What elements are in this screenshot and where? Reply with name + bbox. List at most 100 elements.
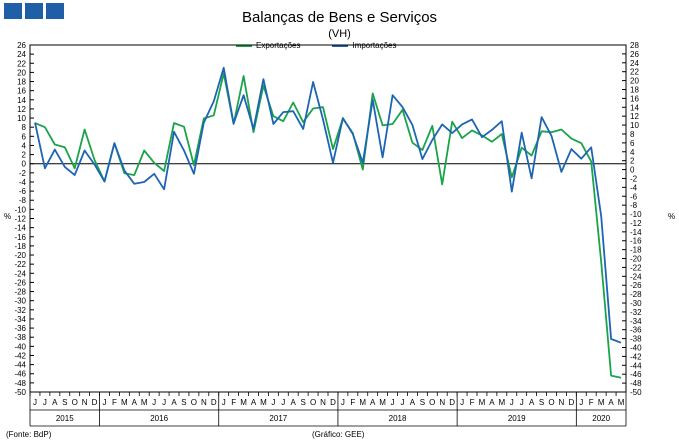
x-month-label: J: [222, 398, 226, 407]
y-tick-label-right: -30: [630, 299, 642, 308]
x-month-label: M: [141, 398, 148, 407]
y-tick-label-left: -28: [14, 288, 26, 297]
y-tick-label-left: 8: [22, 123, 27, 132]
x-month-label: M: [379, 398, 386, 407]
y-tick-label-left: 14: [17, 96, 26, 105]
x-month-label: N: [559, 398, 565, 407]
y-tick-label-right: -4: [630, 183, 638, 192]
x-year-label: 2020: [592, 414, 610, 423]
x-month-label: M: [260, 398, 267, 407]
y-tick-label-right: -8: [630, 201, 638, 210]
x-month-label: J: [33, 398, 37, 407]
x-month-label: J: [460, 398, 464, 407]
y-tick-label-right: 28: [630, 41, 639, 50]
x-month-label: A: [171, 398, 177, 407]
x-month-label: S: [62, 398, 67, 407]
x-month-label: A: [52, 398, 58, 407]
x-month-label: J: [103, 398, 107, 407]
y-tick-label-left: 6: [22, 132, 27, 141]
y-tick-label-left: 22: [17, 59, 26, 68]
y-tick-label-left: -8: [19, 196, 27, 205]
y-tick-label-right: -14: [630, 228, 642, 237]
gee-logo: [4, 3, 64, 19]
y-tick-label-left: -32: [14, 306, 26, 315]
y-tick-label-left: 0: [22, 160, 27, 169]
y-tick-label-left: -48: [14, 379, 26, 388]
x-year-label: 2015: [56, 414, 74, 423]
x-month-label: M: [121, 398, 128, 407]
y-tick-label-left: -42: [14, 351, 26, 360]
chart-credit: (Gráfico: GEE): [312, 430, 365, 439]
y-tick-label-left: -30: [14, 297, 26, 306]
y-tick-label-right: -40: [630, 344, 642, 353]
y-tick-label-right: -48: [630, 379, 642, 388]
y-tick-label-left: -20: [14, 251, 26, 260]
x-month-label: M: [479, 398, 486, 407]
x-month-label: F: [231, 398, 236, 407]
y-tick-label-right: 24: [630, 59, 639, 68]
gee-logo-blocks-icon: [25, 3, 43, 19]
y-tick-label-left: -46: [14, 370, 26, 379]
plot-frame: [29, 44, 627, 393]
x-month-label: M: [598, 398, 605, 407]
y-tick-label-right: -12: [630, 219, 642, 228]
x-month-label: A: [132, 398, 138, 407]
x-month-label: O: [548, 398, 554, 407]
y-tick-label-right: 26: [630, 50, 639, 59]
x-month-label: A: [291, 398, 297, 407]
series-line-importacoes: [34, 66, 622, 344]
x-year-label: 2019: [508, 414, 526, 423]
x-month-label: S: [420, 398, 425, 407]
y-tick-label-left: -36: [14, 324, 26, 333]
x-month-label: F: [350, 398, 355, 407]
gee-logo-blocks-icon: [46, 3, 64, 19]
gee-logo-blocks-icon: [4, 3, 22, 19]
x-month-label: J: [579, 398, 583, 407]
y-tick-label-right: 22: [630, 68, 639, 77]
y-tick-label-right: 4: [630, 148, 635, 157]
y-tick-label-left: -34: [14, 315, 26, 324]
y-tick-label-right: 20: [630, 77, 639, 86]
x-month-label: A: [370, 398, 376, 407]
y-tick-label-right: -34: [630, 317, 642, 326]
y-tick-label-right: 12: [630, 112, 639, 121]
x-month-label: D: [449, 398, 455, 407]
x-month-label: D: [92, 398, 98, 407]
x-month-label: J: [271, 398, 275, 407]
y-tick-label-right: 0: [630, 166, 635, 175]
y-tick-label-left: 10: [17, 114, 26, 123]
x-year-label: 2016: [150, 414, 168, 423]
x-month-label: M: [359, 398, 366, 407]
y-tick-label-left: -44: [14, 361, 26, 370]
x-month-label: J: [281, 398, 285, 407]
y-tick-label-right: -46: [630, 370, 642, 379]
y-tick-label-right: -50: [630, 388, 642, 397]
x-month-label: S: [300, 398, 305, 407]
x-year-label: 2018: [389, 414, 407, 423]
x-month-label: J: [391, 398, 395, 407]
x-month-label: D: [568, 398, 574, 407]
y-tick-label-left: -16: [14, 233, 26, 242]
x-month-label: A: [251, 398, 257, 407]
y-tick-label-right: -16: [630, 237, 642, 246]
x-month-label: M: [618, 398, 625, 407]
y-tick-label-left: -2: [19, 169, 27, 178]
y-tick-label-left: -22: [14, 260, 26, 269]
y-tick-label-left: -12: [14, 215, 26, 224]
y-tick-label-left: 16: [17, 87, 26, 96]
y-tick-label-right: -32: [630, 308, 642, 317]
y-tick-label-right: -36: [630, 326, 642, 335]
y-tick-label-right: -6: [630, 192, 638, 201]
x-month-label: J: [341, 398, 345, 407]
x-month-label: J: [401, 398, 405, 407]
x-month-label: O: [191, 398, 197, 407]
x-month-label: N: [439, 398, 445, 407]
x-month-label: O: [72, 398, 78, 407]
x-month-label: S: [181, 398, 186, 407]
y-tick-label-left: -26: [14, 278, 26, 287]
y-tick-label-left: -6: [19, 187, 27, 196]
y-tick-label-left: -14: [14, 224, 26, 233]
y-tick-label-right: -28: [630, 290, 642, 299]
x-month-label: A: [529, 398, 535, 407]
